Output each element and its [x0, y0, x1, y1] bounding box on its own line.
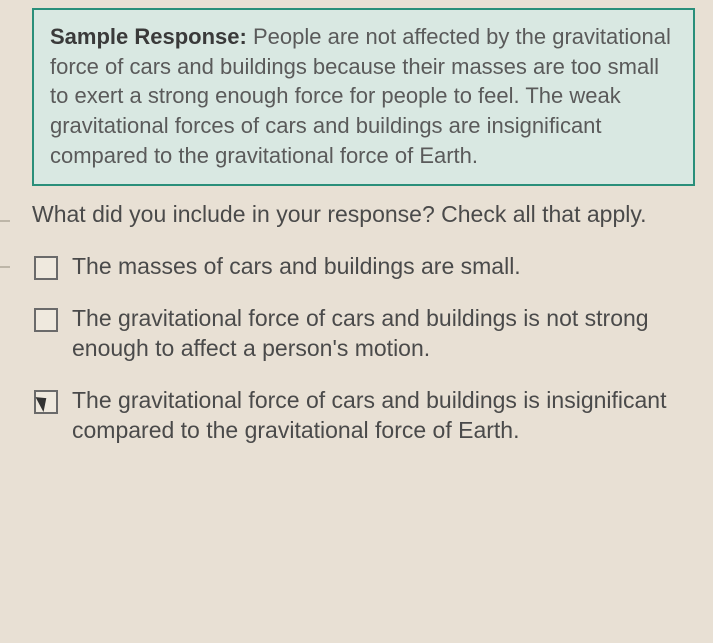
- option-3-text: The gravitational force of cars and buil…: [72, 386, 695, 446]
- quiz-page: Sample Response: People are not affected…: [0, 0, 713, 486]
- option-1-text: The masses of cars and buildings are sma…: [72, 252, 521, 282]
- option-row: The gravitational force of cars and buil…: [34, 386, 695, 446]
- checkbox-option-3[interactable]: [34, 390, 58, 414]
- option-row: The masses of cars and buildings are sma…: [34, 252, 695, 282]
- checkbox-option-2[interactable]: [34, 308, 58, 332]
- sample-response-box: Sample Response: People are not affected…: [32, 8, 695, 186]
- left-margin-stub: [0, 220, 10, 268]
- question-prompt: What did you include in your response? C…: [32, 200, 695, 230]
- sample-response-label: Sample Response:: [50, 24, 247, 49]
- checkbox-option-1[interactable]: [34, 256, 58, 280]
- sample-response-paragraph: Sample Response: People are not affected…: [50, 24, 671, 168]
- option-row: The gravitational force of cars and buil…: [34, 304, 695, 364]
- option-2-text: The gravitational force of cars and buil…: [72, 304, 695, 364]
